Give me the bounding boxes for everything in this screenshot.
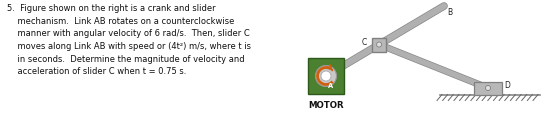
Text: A: A (329, 83, 334, 89)
Circle shape (315, 66, 336, 86)
Text: C: C (362, 38, 367, 47)
Text: MOTOR: MOTOR (308, 101, 344, 110)
Text: 5.  Figure shown on the right is a crank and slider
    mechanism.  Link AB rota: 5. Figure shown on the right is a crank … (7, 4, 251, 76)
Bar (372, 37, 386, 51)
Circle shape (321, 71, 331, 81)
Bar (308, 58, 344, 94)
Circle shape (377, 42, 382, 47)
Bar (474, 81, 502, 95)
Circle shape (486, 86, 491, 91)
Text: D: D (504, 81, 510, 91)
Text: B: B (447, 8, 452, 17)
